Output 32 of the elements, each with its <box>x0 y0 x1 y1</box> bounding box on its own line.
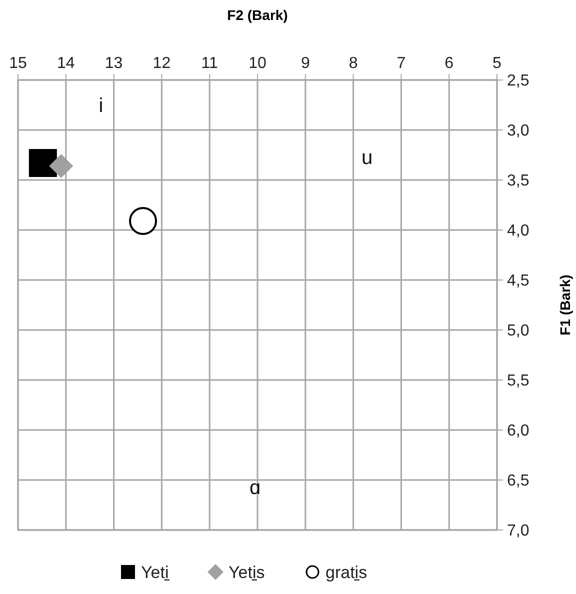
x-tick-label: 15 <box>9 55 27 72</box>
x-tick-label: 14 <box>57 55 75 72</box>
y-tick-label: 7,0 <box>507 522 530 540</box>
y-tick-label: 6,0 <box>507 422 530 440</box>
x-axis-title: F2 (Bark) <box>227 7 288 23</box>
y-axis-title: F1 (Bark) <box>557 274 573 336</box>
x-tick-label: 8 <box>348 55 358 72</box>
x-tick-label: 5 <box>492 55 502 72</box>
legend-label: Yeti̠s <box>228 563 265 582</box>
y-tick-label: 6,5 <box>507 472 530 490</box>
annotation: ɑ <box>249 477 261 499</box>
legend-label: grati̠s <box>326 563 368 582</box>
y-tick-label: 4,5 <box>507 272 530 290</box>
x-tick-label: 9 <box>300 55 310 72</box>
y-tick-label: 2,5 <box>507 72 530 90</box>
x-tick-label: 11 <box>201 55 218 72</box>
point <box>129 207 158 235</box>
legend-label: Yeti̠ <box>141 563 170 582</box>
y-tick-label: 3,0 <box>507 122 530 140</box>
point <box>49 154 74 178</box>
x-tick-label: 13 <box>104 55 123 72</box>
y-tick-label: 5,5 <box>507 372 530 390</box>
y-tick-label: 3,5 <box>507 172 530 190</box>
annotation: i <box>98 95 104 117</box>
x-tick-label: 6 <box>444 55 454 72</box>
x-tick-label: 10 <box>248 55 266 72</box>
x-tick-label: 7 <box>396 55 406 72</box>
x-tick-label: 12 <box>152 55 171 72</box>
annotation: u <box>361 147 373 169</box>
y-tick-label: 5,0 <box>507 322 530 340</box>
point <box>28 149 57 177</box>
y-tick-label: 4,0 <box>507 222 530 240</box>
